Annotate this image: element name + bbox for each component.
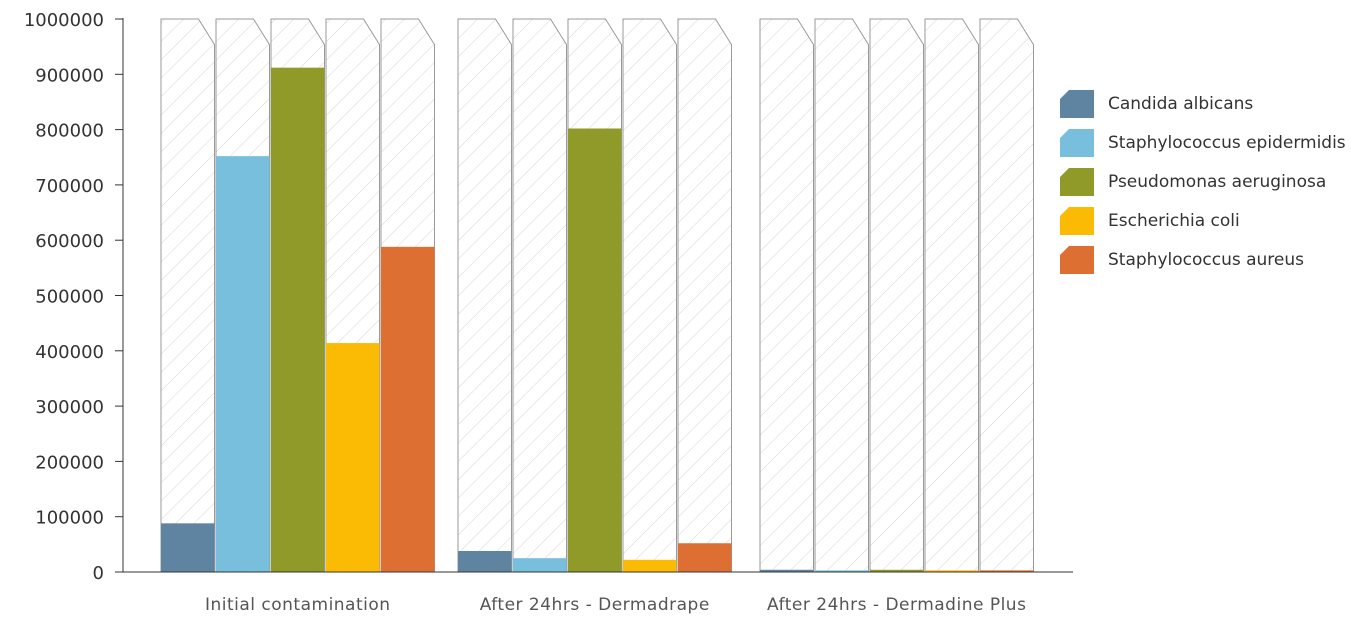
legend-swatch-icon (1060, 245, 1094, 274)
y-tick-label: 200000 (35, 452, 104, 473)
bar-escherichia-coli (623, 559, 677, 572)
bar-staphylococcus-epidermidis (216, 156, 270, 573)
y-tick-label: 400000 (35, 342, 104, 363)
y-tick-label: 300000 (35, 397, 104, 418)
bar-escherichia-coli (925, 570, 979, 572)
legend-label: Staphylococcus aureus (1108, 249, 1304, 270)
legend-item: Candida albicans (1060, 84, 1346, 123)
y-tick-label: 600000 (35, 231, 104, 252)
y-tick-label: 700000 (35, 176, 104, 197)
legend-swatch-icon (1060, 89, 1094, 118)
bar-staphylococcus-epidermidis (513, 558, 567, 572)
y-tick-label: 0 (93, 563, 104, 584)
legend-label: Pseudomonas aeruginosa (1108, 171, 1327, 192)
bar-candida-albicans (161, 523, 215, 572)
y-tick-label: 100000 (35, 508, 104, 529)
bar-candida-albicans (760, 569, 814, 572)
y-tick-label: 500000 (35, 287, 104, 308)
bar-background (924, 18, 979, 573)
bar-background (677, 18, 732, 573)
x-category-label: Initial contamination (205, 595, 391, 615)
legend-label: Candida albicans (1108, 93, 1254, 114)
bar-background (512, 18, 567, 573)
legend-swatch-icon (1060, 167, 1094, 196)
bar-background (622, 18, 677, 573)
bar-staphylococcus-aureus (678, 543, 732, 572)
bar-escherichia-coli (326, 343, 380, 572)
legend-label: Escherichia coli (1108, 210, 1240, 231)
bar-background (979, 18, 1034, 573)
bar-background (869, 18, 924, 573)
x-category-label: After 24hrs - Dermadrape (480, 595, 710, 615)
legend-swatch-icon (1060, 128, 1094, 157)
legend-item: Escherichia coli (1060, 201, 1346, 240)
y-tick-label: 800000 (35, 121, 104, 142)
bar-pseudomonas-aeruginosa (271, 67, 325, 572)
bar-staphylococcus-aureus (980, 570, 1034, 572)
bar-staphylococcus-epidermidis (815, 570, 869, 572)
bar-pseudomonas-aeruginosa (870, 569, 924, 572)
legend: Candida albicans Staphylococcus epidermid… (1060, 84, 1346, 279)
bar-staphylococcus-aureus (381, 246, 435, 572)
y-tick-label: 1000000 (24, 10, 104, 31)
legend-swatch-icon (1060, 206, 1094, 235)
bar-background (457, 18, 512, 573)
y-tick-label: 900000 (35, 65, 104, 86)
bar-background (814, 18, 869, 573)
bar-background (160, 18, 215, 573)
bar-pseudomonas-aeruginosa (568, 128, 622, 572)
legend-item: Staphylococcus epidermidis (1060, 123, 1346, 162)
legend-label: Staphylococcus epidermidis (1108, 132, 1346, 153)
x-category-label: After 24hrs - Dermadine Plus (767, 595, 1026, 615)
bar-candida-albicans (458, 550, 512, 572)
legend-item: Staphylococcus aureus (1060, 240, 1346, 279)
bar-background (759, 18, 814, 573)
legend-item: Pseudomonas aeruginosa (1060, 162, 1346, 201)
